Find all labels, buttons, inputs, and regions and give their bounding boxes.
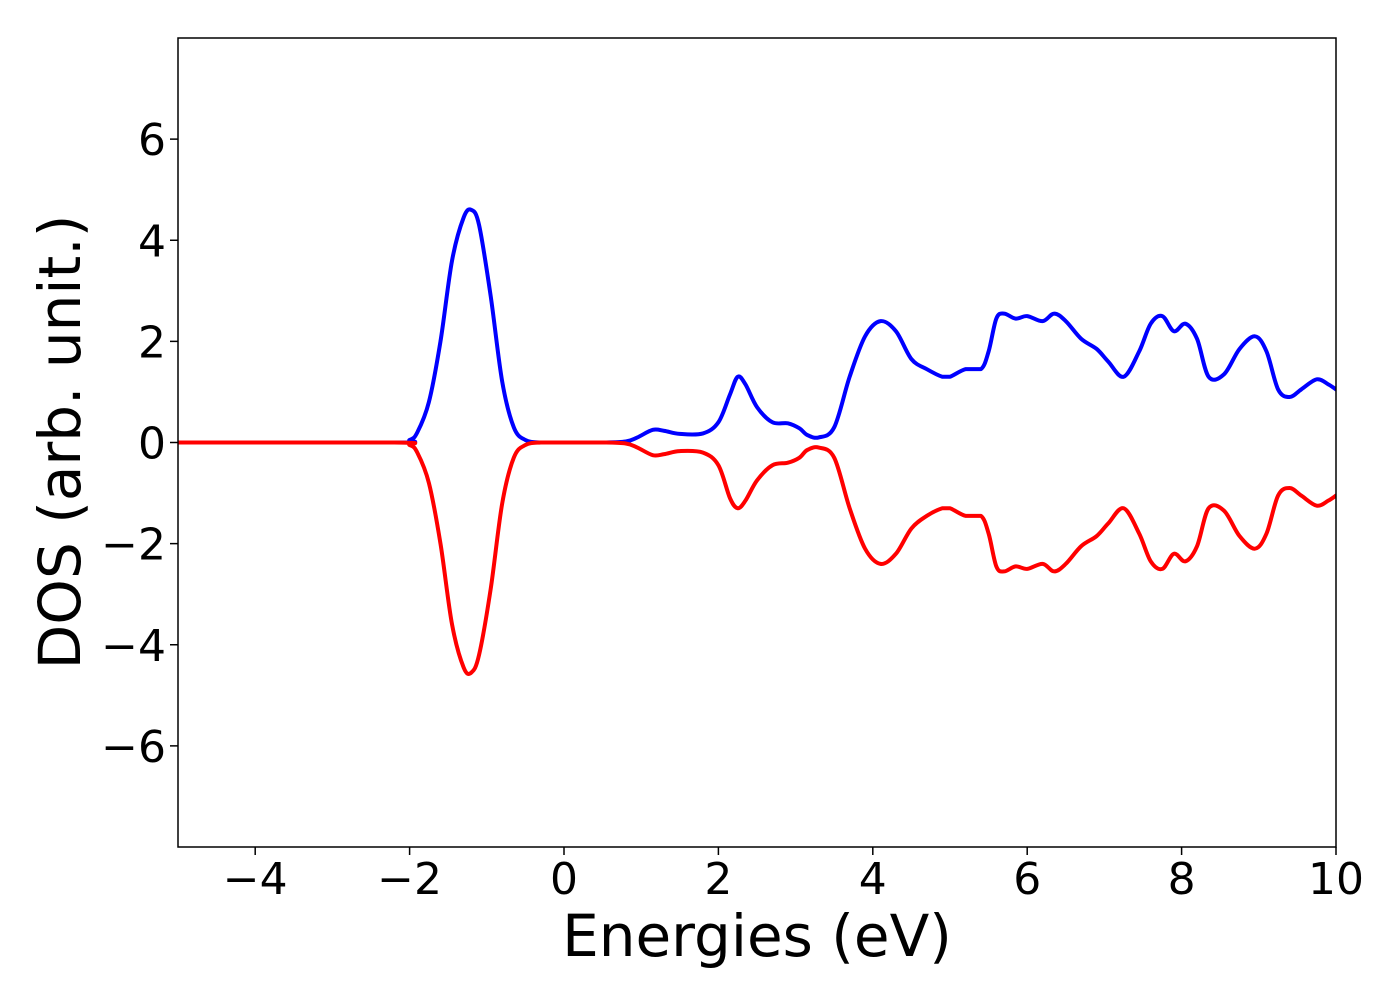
x-tick-label: 4 xyxy=(859,854,887,905)
x-tick-label: −4 xyxy=(223,854,288,905)
y-tick-label: −2 xyxy=(101,520,166,571)
dos-series-spin-down xyxy=(178,440,1336,676)
x-tick-label: 6 xyxy=(1013,854,1041,905)
x-tick-label: 2 xyxy=(704,854,732,905)
y-tick-label: 4 xyxy=(138,216,166,267)
x-tick-label: 0 xyxy=(550,854,578,905)
x-axis: −4 −2 0 2 4 6 8 10 xyxy=(223,847,1364,905)
x-tick-label: −2 xyxy=(377,854,442,905)
y-tick-label: 6 xyxy=(138,115,166,166)
y-tick-label: −4 xyxy=(101,621,166,672)
x-tick-label: 10 xyxy=(1308,854,1364,905)
y-axis-label: DOS (arb. unit.) xyxy=(26,215,94,670)
y-tick-label: 0 xyxy=(138,419,166,470)
y-axis: −6 −4 −2 0 2 4 6 xyxy=(101,115,178,773)
x-tick-label: 8 xyxy=(1168,854,1196,905)
x-axis-label: Energies (eV) xyxy=(562,902,952,970)
y-tick-label: −6 xyxy=(101,722,166,773)
y-tick-label: 2 xyxy=(138,317,166,368)
dos-series-spin-up xyxy=(178,207,1336,445)
series-layer xyxy=(178,207,1336,676)
